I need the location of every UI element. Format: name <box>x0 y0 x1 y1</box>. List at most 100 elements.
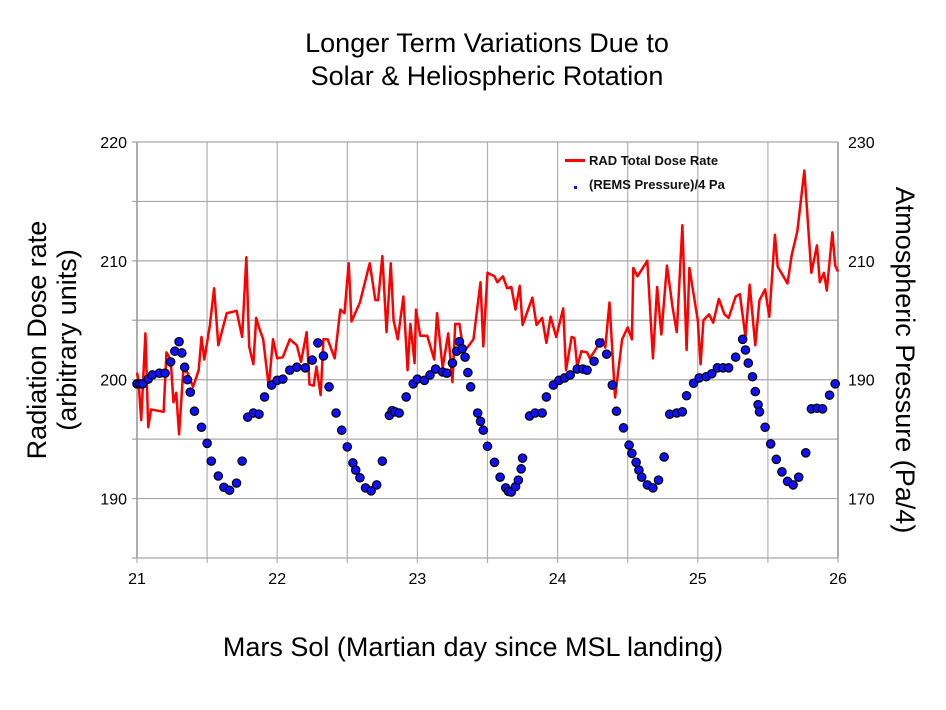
pressure-point <box>165 357 176 367</box>
pressure-point <box>442 368 452 378</box>
pressure-point <box>618 423 629 433</box>
pressure-point <box>743 358 754 368</box>
pressure-point <box>624 440 634 450</box>
pressure-point <box>830 379 840 389</box>
y-axis-label-left: Radiation Dose rate (arbitrary units) <box>22 221 82 460</box>
pressure-point <box>224 485 235 496</box>
pressure-point <box>377 456 388 466</box>
pressure-point <box>565 370 576 380</box>
pressure-point <box>537 408 547 418</box>
pressure-point <box>292 362 302 373</box>
pressure-point <box>259 392 270 402</box>
x-tick-label: 23 <box>409 571 427 588</box>
pressure-point <box>517 453 528 463</box>
pressure-point <box>788 480 798 490</box>
pressure-point <box>777 467 787 477</box>
pressure-point <box>350 465 361 475</box>
pressure-point <box>206 456 217 466</box>
pressure-point <box>824 390 835 400</box>
pressure-point <box>747 371 758 382</box>
pressure-point <box>750 386 761 397</box>
pressure-point <box>495 472 505 482</box>
pressure-point <box>331 408 341 418</box>
pressure-point <box>594 338 605 348</box>
x-tick-label: 22 <box>268 571 286 588</box>
x-tick-label: 25 <box>689 571 707 588</box>
pressure-point <box>300 363 311 373</box>
pressure-point <box>589 356 599 367</box>
pressure-point <box>185 387 196 397</box>
pressure-point <box>707 368 717 379</box>
x-axis-label: Mars Sol (Martian day since MSL landing) <box>222 632 724 662</box>
legend-label-pressure: (REMS Pressure)/4 Pa <box>589 176 725 192</box>
pressure-point <box>601 349 612 359</box>
pressure-point <box>182 374 193 385</box>
chart-title-line-2: Solar & Heliospheric Rotation <box>310 61 664 91</box>
pressure-point <box>254 409 264 419</box>
pressure-point <box>771 454 782 465</box>
pressure-point <box>313 338 323 348</box>
pressure-point <box>582 365 592 376</box>
pressure-point <box>231 478 242 488</box>
y-tick-label-left: 220 <box>100 135 127 152</box>
legend-item-dose: RAD Total Dose Rate <box>565 148 725 172</box>
pressure-point <box>482 441 493 452</box>
pressure-point <box>189 406 200 417</box>
y-tick-label-right: 230 <box>848 135 875 152</box>
pressure-point <box>737 334 748 345</box>
legend-dot-swatch <box>565 177 585 192</box>
pressure-point <box>336 425 347 436</box>
pressure-point <box>177 348 187 358</box>
pressure-point <box>793 472 804 482</box>
pressure-point <box>611 406 622 417</box>
pressure-point <box>307 355 318 365</box>
legend-label-dose: RAD Total Dose Rate <box>589 152 719 168</box>
pressure-point <box>457 344 468 354</box>
pressure-point <box>489 457 500 468</box>
chart-title-line-1: Longer Term Variations Due to <box>305 28 669 58</box>
y-tick-label-left: 190 <box>100 492 127 509</box>
y-axis-label-right: Atmospheric Pressure (Pa/4) <box>890 186 920 534</box>
legend-line-swatch <box>565 158 585 162</box>
pressure-point <box>202 438 212 449</box>
pressure-point <box>800 448 811 458</box>
y-axis-label-left-line-1: Radiation Dose rate <box>22 220 52 460</box>
pressure-point <box>460 352 470 362</box>
y-axis-label-left-line-2: (arbitrary units) <box>52 249 82 431</box>
pressure-point <box>196 422 207 433</box>
pressure-point <box>677 407 688 417</box>
legend-item-pressure: (REMS Pressure)/4 Pa <box>565 172 725 196</box>
pressure-point <box>516 464 526 474</box>
y-tick-label-left: 210 <box>100 254 127 271</box>
y-tick-label-left: 200 <box>100 373 127 390</box>
pressure-point <box>472 408 483 418</box>
pressure-point <box>817 404 828 414</box>
pressure-point <box>478 425 489 436</box>
y-tick-label-right: 210 <box>848 254 875 271</box>
pressure-point <box>765 439 776 449</box>
pressure-point <box>607 380 618 390</box>
pressure-point <box>342 442 353 452</box>
pressure-point <box>160 368 170 378</box>
pressure-point <box>213 471 224 481</box>
pressure-point <box>475 416 486 427</box>
x-tick-label: 24 <box>549 571 567 588</box>
pressure-point <box>355 472 365 483</box>
pressure-point <box>653 475 664 485</box>
pressure-point <box>659 452 669 462</box>
pressure-point <box>447 358 458 368</box>
pressure-point <box>636 472 647 482</box>
pressure-point <box>463 367 473 378</box>
pressure-point <box>324 382 334 392</box>
pressure-point <box>237 456 247 466</box>
dose-rate-line <box>135 169 840 436</box>
pressure-point <box>318 351 329 361</box>
pressure-point <box>730 352 741 362</box>
x-tick-label: 26 <box>829 571 847 588</box>
pressure-point <box>278 374 288 384</box>
y-tick-label-right: 190 <box>848 373 875 390</box>
pressure-point <box>513 475 524 485</box>
pressure-point <box>627 448 637 459</box>
legend: RAD Total Dose Rate (REMS Pressure)/4 Pa <box>565 148 725 196</box>
